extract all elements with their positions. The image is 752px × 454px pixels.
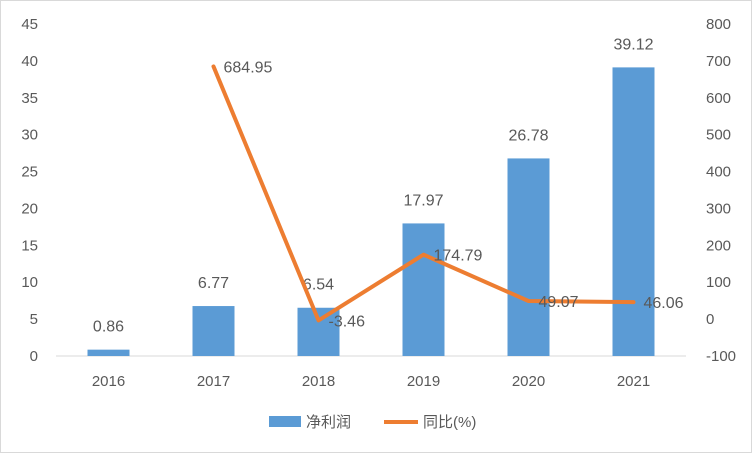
line-data-label: -3.46 [329, 313, 366, 330]
legend-swatch-net-profit [269, 416, 301, 427]
bar-net-profit [402, 223, 445, 356]
x-axis-tick-label: 2018 [302, 373, 335, 390]
line-point [317, 319, 320, 322]
bar-data-label: 6.77 [198, 275, 229, 292]
legend-label-yoy: 同比(%) [423, 414, 476, 431]
right-axis-tick-label: 400 [706, 164, 731, 181]
line-point [632, 301, 635, 304]
right-axis-tick-label: 700 [706, 53, 731, 70]
line-point [527, 300, 530, 303]
left-axis-tick-label: 30 [21, 127, 38, 144]
left-axis-tick-label: 35 [21, 90, 38, 107]
line-data-label: 684.95 [224, 59, 273, 76]
right-axis-tick-label: 300 [706, 200, 731, 217]
x-axis-tick-label: 2017 [197, 373, 230, 390]
left-axis-tick-label: 0 [30, 348, 38, 365]
left-axis-tick-label: 15 [21, 237, 38, 254]
right-axis-tick-label: 600 [706, 90, 731, 107]
line-point [422, 253, 425, 256]
left-axis-tick-label: 10 [21, 274, 38, 291]
left-axis-tick-label: 25 [21, 164, 38, 181]
left-axis-tick-label: 20 [21, 200, 38, 217]
bar-data-label: 0.86 [93, 319, 124, 336]
right-axis-tick-label: 200 [706, 237, 731, 254]
line-data-label: 174.79 [434, 248, 483, 265]
left-axis-tick-label: 5 [30, 311, 38, 328]
bar-data-label: 26.78 [508, 127, 548, 144]
x-axis-tick-label: 2020 [512, 373, 545, 390]
line-point [212, 65, 215, 68]
bar-net-profit [612, 67, 655, 356]
bar-data-label: 17.97 [403, 192, 443, 209]
legend-label-net-profit: 净利润 [306, 414, 351, 431]
right-axis-tick-label: 500 [706, 127, 731, 144]
right-axis-tick-label: 0 [706, 311, 714, 328]
bar-data-label: 6.54 [303, 277, 334, 294]
left-axis-tick-label: 45 [21, 16, 38, 33]
bar-net-profit [507, 158, 550, 356]
left-axis-tick-label: 40 [21, 53, 38, 70]
bar-net-profit [192, 306, 235, 356]
right-axis-tick-label: -100 [706, 348, 736, 365]
right-axis-tick-label: 800 [706, 16, 731, 33]
line-data-label: 49.07 [539, 294, 579, 311]
bar-net-profit [87, 349, 130, 356]
line-data-label: 46.06 [644, 295, 684, 312]
bar-data-label: 39.12 [613, 36, 653, 53]
x-axis-tick-label: 2016 [92, 373, 125, 390]
x-axis-tick-label: 2019 [407, 373, 440, 390]
x-axis-tick-label: 2021 [617, 373, 650, 390]
right-axis-tick-label: 100 [706, 274, 731, 291]
